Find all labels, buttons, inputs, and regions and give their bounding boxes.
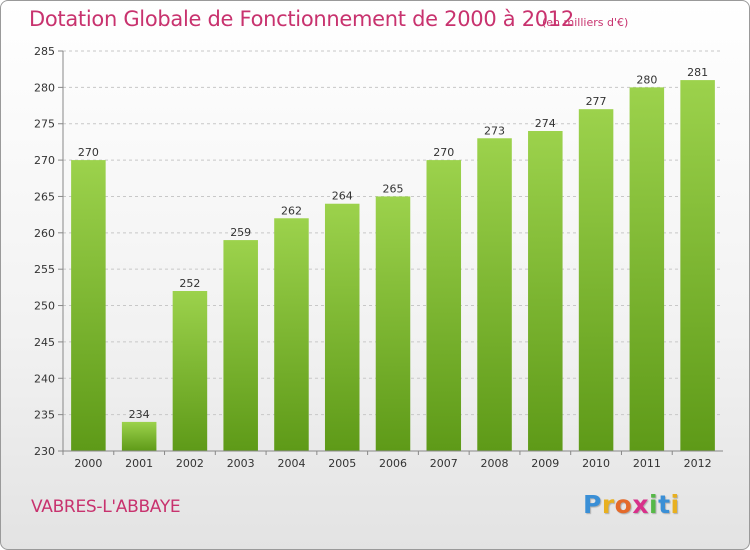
bar-2002 xyxy=(172,291,208,451)
logo-letter: t xyxy=(658,490,671,519)
y-tick-label: 250 xyxy=(34,300,55,313)
value-label-2010: 277 xyxy=(586,95,607,108)
y-tick-label: 275 xyxy=(34,118,55,131)
x-tick-label: 2009 xyxy=(531,457,559,470)
value-label-2002: 252 xyxy=(179,277,200,290)
bar-2010 xyxy=(578,109,614,451)
value-label-2012: 281 xyxy=(687,66,708,79)
value-label-2011: 280 xyxy=(636,73,657,86)
bar-2005 xyxy=(324,203,360,451)
logo-letter: P xyxy=(583,490,602,519)
y-tick-label: 280 xyxy=(34,81,55,94)
x-tick-label: 2002 xyxy=(176,457,204,470)
bars xyxy=(71,80,715,452)
y-tick-label: 260 xyxy=(34,227,55,240)
proxiti-logo: Proxiti xyxy=(583,490,680,519)
commune-name: VABRES-L'ABBAYE xyxy=(31,497,181,517)
y-tick-label: 240 xyxy=(34,372,55,385)
chart-subtitle: (en milliers d'€) xyxy=(542,16,629,29)
value-label-2004: 262 xyxy=(281,204,302,217)
x-tick-label: 2008 xyxy=(481,457,509,470)
logo-letter: i xyxy=(670,490,680,519)
value-label-2000: 270 xyxy=(78,146,99,159)
x-tick-label: 2012 xyxy=(684,457,712,470)
x-tick-label: 2000 xyxy=(74,457,102,470)
logo-letter: r xyxy=(601,490,615,519)
bar-chart: 230 235 240 245 250 255 260 265 270 275 280 285 270… xyxy=(34,45,723,470)
x-tick-label: 2005 xyxy=(328,457,356,470)
y-tick-label: 235 xyxy=(34,409,55,422)
x-tick-label: 2001 xyxy=(125,457,153,470)
x-tick-label: 2006 xyxy=(379,457,407,470)
y-axis-ticks: 230 235 240 245 250 255 260 265 270 275 280 285 xyxy=(34,45,63,458)
chart-title: Dotation Globale de Fonctionnement de 20… xyxy=(29,7,574,31)
x-tick-label: 2010 xyxy=(582,457,610,470)
bar-2008 xyxy=(477,138,512,452)
y-tick-label: 230 xyxy=(34,445,55,458)
value-labels: 270 234 252 259 262 264 265 270 273 274 277 280 281 xyxy=(78,66,708,421)
value-label-2008: 273 xyxy=(484,124,505,137)
bar-2009 xyxy=(528,131,563,451)
y-tick-label: 285 xyxy=(34,45,55,58)
bar-2012 xyxy=(680,80,715,451)
value-label-2005: 264 xyxy=(332,190,353,203)
x-tick-label: 2003 xyxy=(227,457,255,470)
bar-2011 xyxy=(629,87,665,451)
x-tick-label: 2007 xyxy=(430,457,458,470)
x-tick-label: 2004 xyxy=(277,457,305,470)
x-tick-label: 2011 xyxy=(633,457,661,470)
value-label-2001: 234 xyxy=(129,408,150,421)
bar-2003 xyxy=(223,240,258,451)
bar-2004 xyxy=(274,218,309,451)
bar-2001 xyxy=(121,421,157,451)
bar-2000 xyxy=(71,160,106,451)
value-label-2006: 265 xyxy=(383,182,404,195)
logo-letter: x xyxy=(632,490,649,519)
y-tick-label: 270 xyxy=(34,154,55,167)
logo-letter: o xyxy=(614,490,633,519)
logo-letter: i xyxy=(649,490,659,519)
x-axis-ticks: 2000 2001 2002 2003 2004 2005 2006 2007 2008 2009… xyxy=(62,451,712,470)
y-tick-label: 255 xyxy=(34,263,55,276)
value-label-2003: 259 xyxy=(230,226,251,239)
value-label-2007: 270 xyxy=(433,146,454,159)
bar-2006 xyxy=(375,196,411,451)
y-tick-label: 245 xyxy=(34,336,55,349)
value-label-2009: 274 xyxy=(535,117,556,130)
bar-2007 xyxy=(426,160,462,451)
y-tick-label: 265 xyxy=(34,190,55,203)
